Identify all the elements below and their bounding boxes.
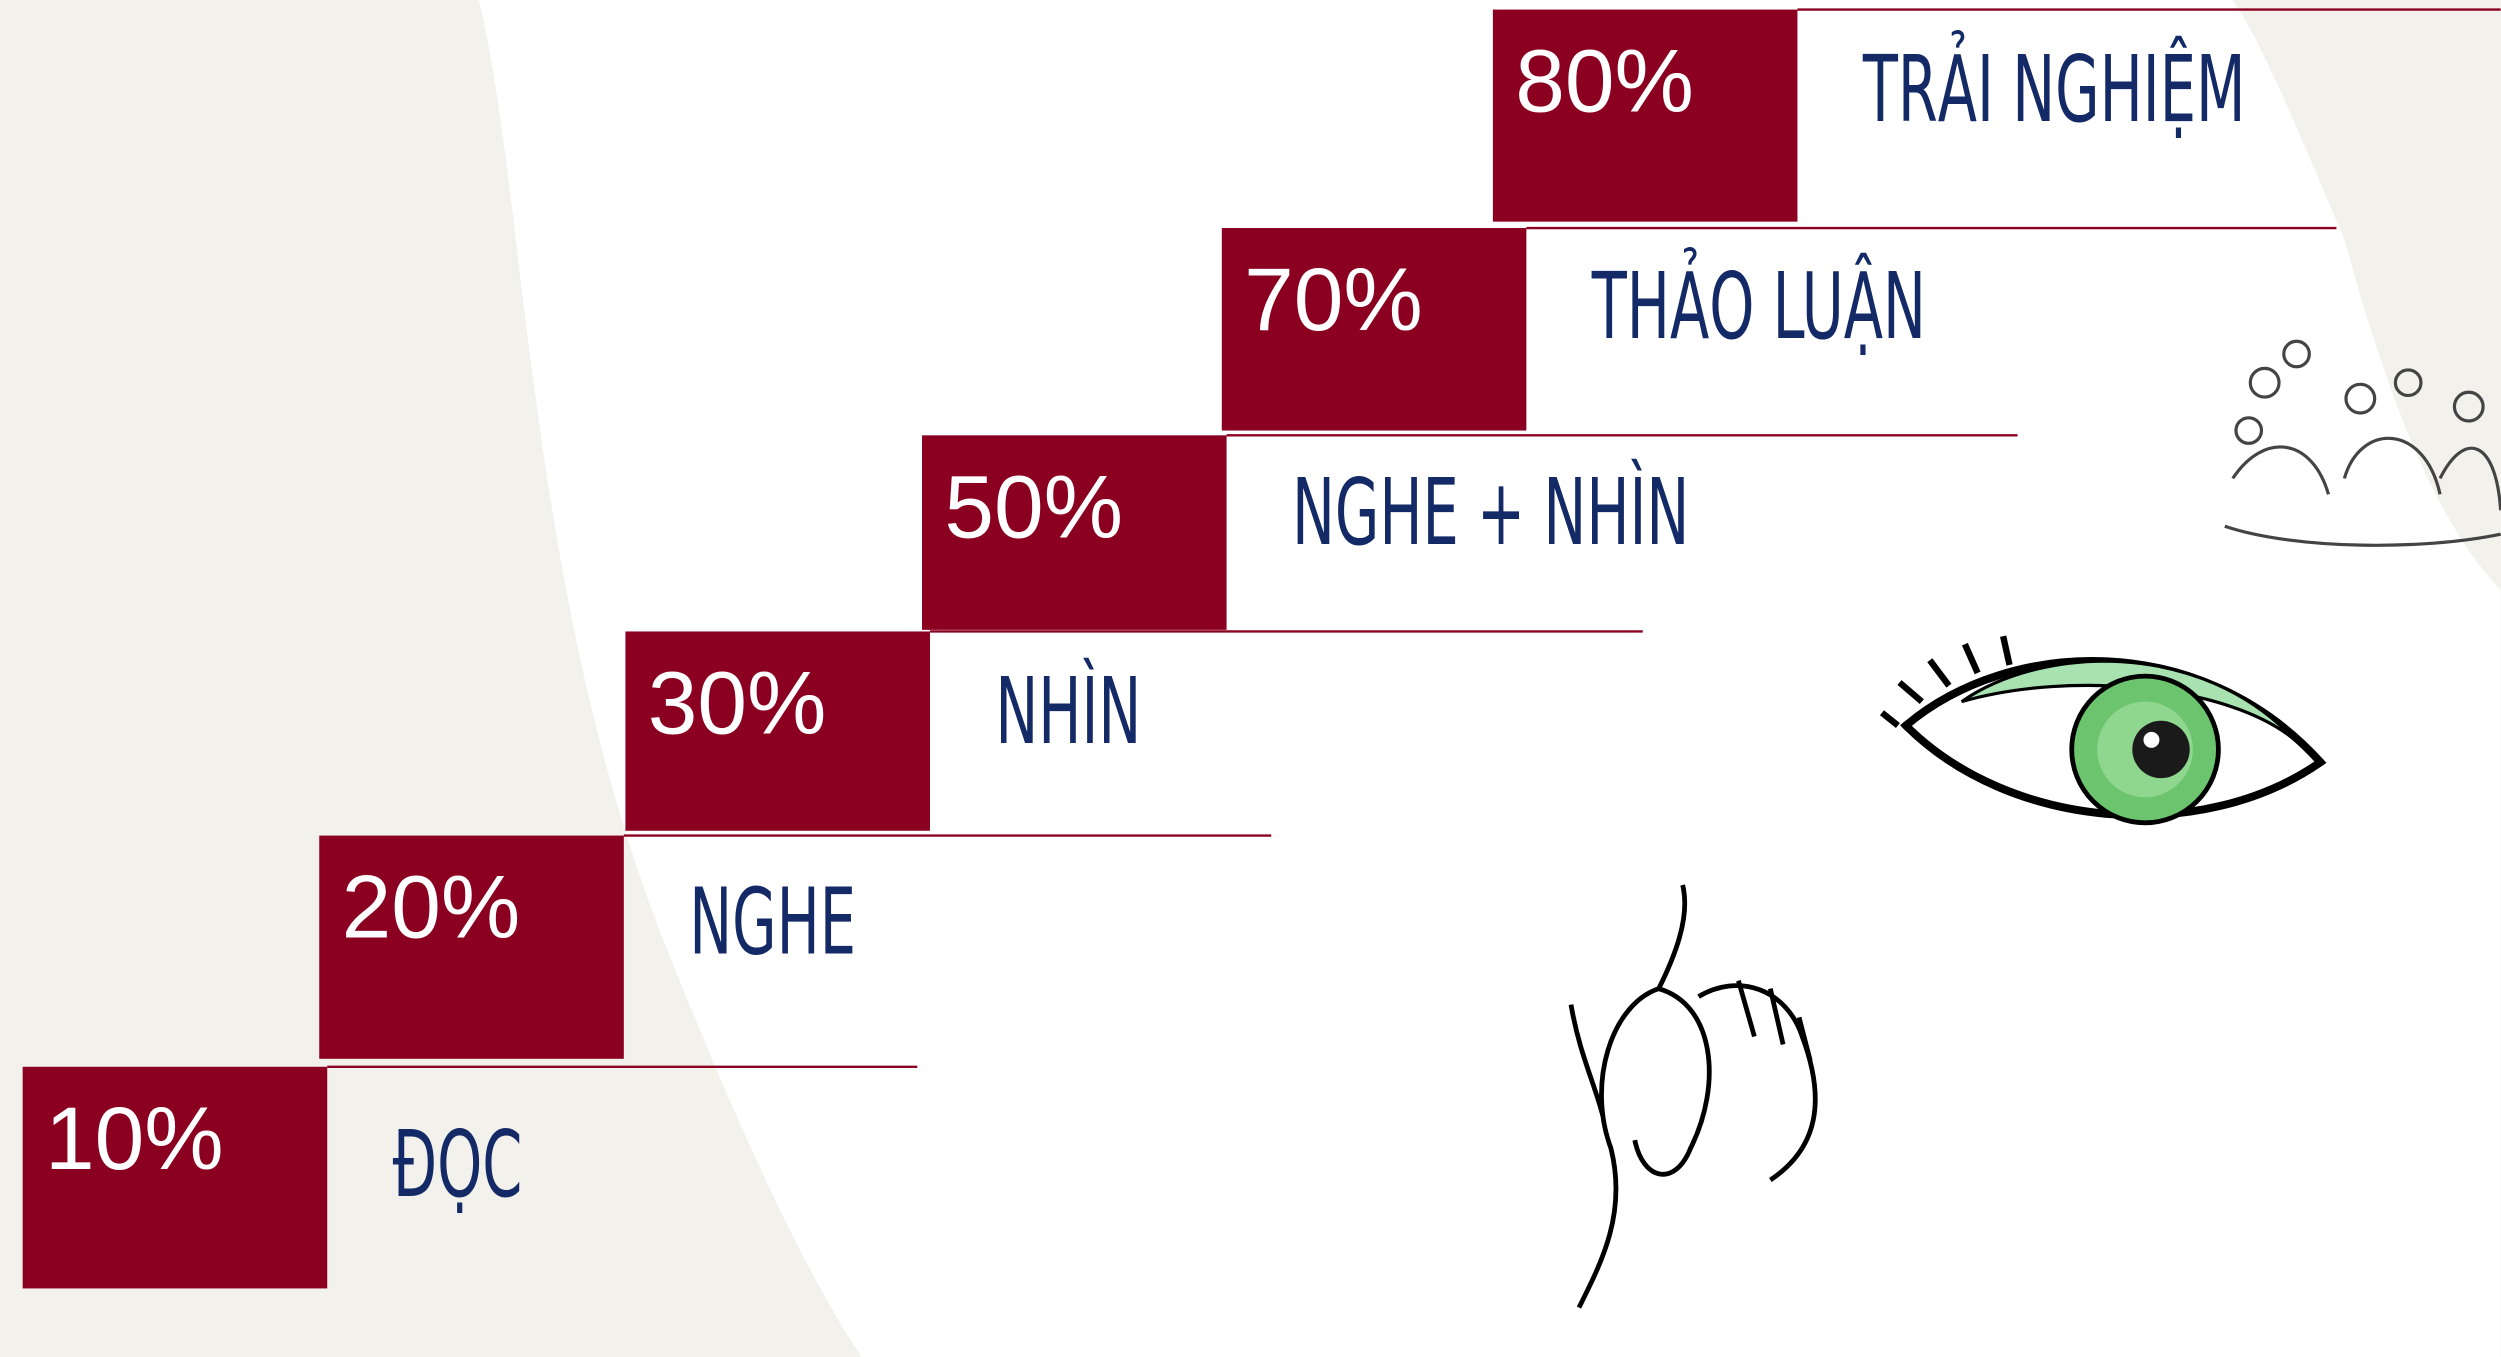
infographic: 10% ĐỌC 20% NGHE 30% NHÌN 50% NGHE + NHÌN 70% THẢ… (0, 0, 2501, 1357)
step-percent: 50% (944, 456, 1123, 556)
step-percent: 70% (1244, 249, 1423, 349)
step-label: TRẢI NGHIỆM (1862, 30, 2245, 144)
step-label: NHÌN (995, 658, 1141, 766)
step-percent: 20% (342, 857, 521, 957)
page: 10% ĐỌC 20% NGHE 30% NHÌN 50% NGHE + NHÌN 70% THẢ… (0, 0, 2501, 1357)
step-label: NGHE + NHÌN (1292, 459, 1689, 567)
step-label: THẢO LUẬN (1591, 247, 1926, 361)
step-label: ĐỌC (393, 1112, 523, 1219)
step-percent: 80% (1515, 31, 1694, 131)
step-label: NGHE (689, 870, 856, 977)
step-percent: 30% (648, 653, 827, 753)
step-percent: 10% (45, 1088, 224, 1188)
